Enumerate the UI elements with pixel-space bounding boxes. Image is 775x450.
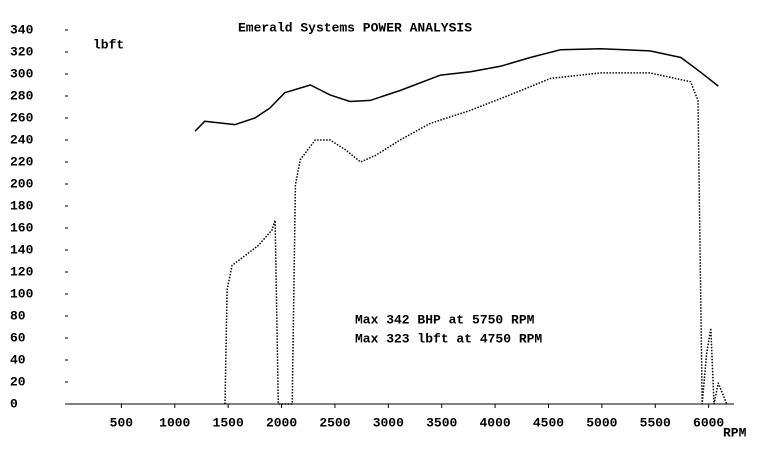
y-tick-label: 180 xyxy=(10,198,34,213)
x-tick-label: 2500 xyxy=(319,415,350,430)
y-tick-label: 320 xyxy=(10,44,34,59)
y-tick-label: 60 xyxy=(10,330,26,345)
y-axis-label: lbft xyxy=(93,37,124,52)
y-tick-label: 120 xyxy=(10,264,34,279)
y-tick-label: 300 xyxy=(10,66,34,81)
x-tick-label: 1000 xyxy=(159,415,190,430)
y-tick-label: 140 xyxy=(10,242,34,257)
x-tick-label: 4500 xyxy=(533,415,564,430)
x-tick-label: 5500 xyxy=(640,415,671,430)
y-tick-label: 240 xyxy=(10,132,34,147)
y-tick-label: 160 xyxy=(10,220,34,235)
y-tick-label: 80 xyxy=(10,308,26,323)
y-tick-label: 280 xyxy=(10,88,34,103)
annotation: Max 342 BHP at 5750 RPM xyxy=(355,312,535,327)
y-tick-label: 200 xyxy=(10,176,34,191)
x-tick-label: 3000 xyxy=(373,415,404,430)
x-axis-label: RPM xyxy=(723,425,747,440)
y-tick-label: 40 xyxy=(10,352,26,367)
data-line xyxy=(194,47,719,132)
annotation: Max 323 lbft at 4750 RPM xyxy=(355,331,542,346)
y-tick-label: 220 xyxy=(10,154,34,169)
x-tick-label: 500 xyxy=(110,415,134,430)
x-tick-label: 5000 xyxy=(586,415,617,430)
x-tick-label: 3500 xyxy=(426,415,457,430)
x-tick-label: 4000 xyxy=(479,415,510,430)
y-tick-label: 20 xyxy=(10,374,26,389)
y-tick-label: 100 xyxy=(10,286,34,301)
y-tick-label: 340 xyxy=(10,22,34,37)
x-tick-label: 6000 xyxy=(693,415,724,430)
data-line xyxy=(224,72,728,405)
y-tick-label: 260 xyxy=(10,110,34,125)
y-tick-label: 0 xyxy=(10,396,18,411)
x-tick-label: 1500 xyxy=(213,415,244,430)
x-tick-label: 2000 xyxy=(266,415,297,430)
chart-title: Emerald Systems POWER ANALYSIS xyxy=(238,20,472,35)
